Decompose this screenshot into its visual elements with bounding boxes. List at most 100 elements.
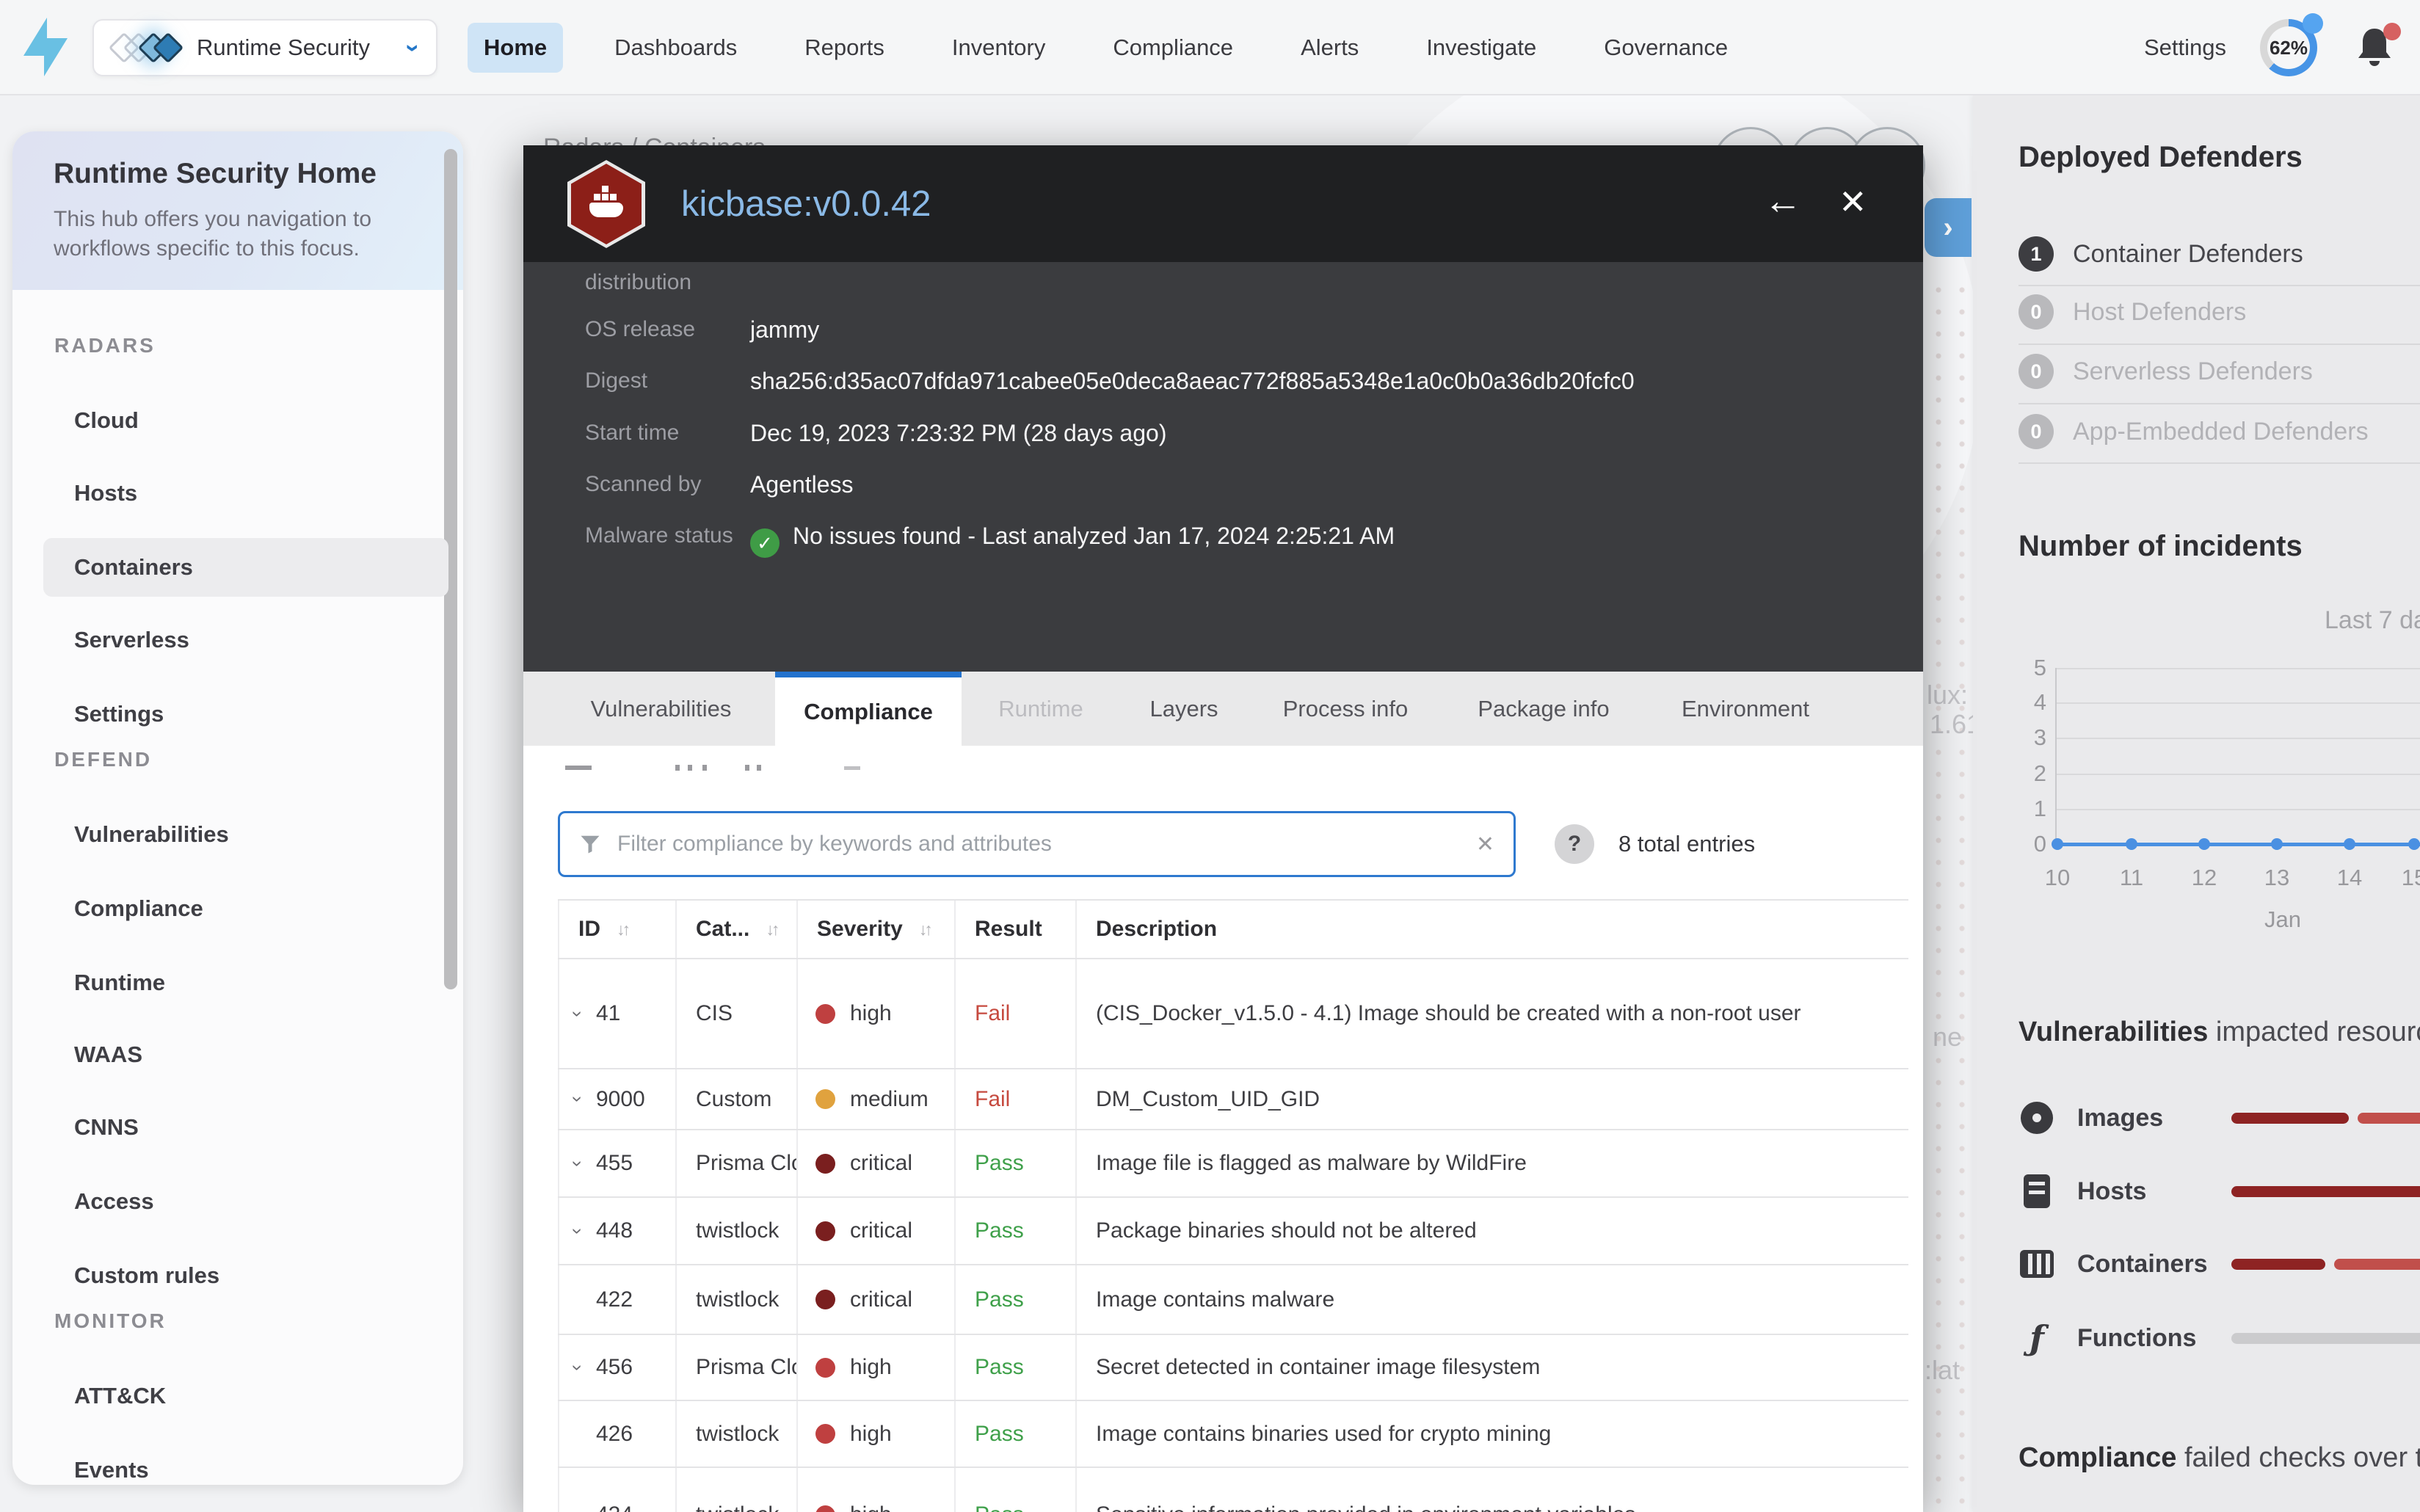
data-point[interactable] <box>2408 838 2420 850</box>
detail-label: Malware status <box>585 523 733 548</box>
image-icon <box>2019 1100 2055 1136</box>
data-point[interactable] <box>2198 838 2210 850</box>
image-details-section: distribution OS release jammy Digest sha… <box>523 262 1923 672</box>
divider <box>2019 344 2420 345</box>
count-badge: 1 <box>2019 236 2054 272</box>
impacted-row-hosts[interactable]: Hosts <box>2019 1173 2420 1210</box>
credits-progress-ring[interactable]: 62% <box>2260 13 2323 76</box>
nav-item-dashboards[interactable]: Dashboards <box>614 34 738 60</box>
focus-switcher-dropdown[interactable]: Runtime Security › <box>92 19 437 76</box>
tab-package-info[interactable]: Package info <box>1478 695 1610 722</box>
expand-chevron-icon[interactable]: › <box>567 1160 589 1167</box>
panel-expand-handle[interactable]: › <box>1925 198 1972 257</box>
sidebar-item-serverless[interactable]: Serverless <box>74 627 189 653</box>
divider <box>2019 285 2420 286</box>
sidebar-item-cnns[interactable]: CNNS <box>74 1114 139 1140</box>
sidebar-description: This hub offers you navigation to workfl… <box>54 207 372 261</box>
sort-icon[interactable]: ↓↑ <box>617 919 631 939</box>
table-row[interactable]: ›426 twistlock high Pass Image contains … <box>558 1401 1908 1468</box>
severity-dot-icon <box>815 1089 835 1109</box>
clear-filter-icon[interactable]: ✕ <box>1475 832 1494 857</box>
nav-item-inventory[interactable]: Inventory <box>951 34 1046 60</box>
nav-item-home[interactable]: Home <box>468 23 564 73</box>
sidebar-scrollbar[interactable] <box>444 149 457 989</box>
impacted-row-images[interactable]: Images <box>2019 1100 2420 1136</box>
table-row[interactable]: ›422 twistlock critical Pass Image conta… <box>558 1265 1908 1335</box>
chart-range-label: Last 7 days <box>2325 606 2420 634</box>
severity-dot-icon <box>815 1003 835 1024</box>
sort-icon[interactable]: ↓↑ <box>918 919 933 939</box>
clipped-bg-text: lux: <box>1927 680 1969 710</box>
image-details-modal: kicbase:v0.0.42 ← ✕ distribution OS rele… <box>523 145 1923 1512</box>
clipped-content <box>844 766 860 770</box>
detail-label: distribution <box>585 270 692 294</box>
dotted-pattern <box>1927 279 1971 1512</box>
nav-item-reports[interactable]: Reports <box>804 34 884 60</box>
tab-process-info[interactable]: Process info <box>1282 695 1409 722</box>
sidebar-item-access[interactable]: Access <box>74 1188 154 1214</box>
sidebar-item-runtime[interactable]: Runtime <box>74 970 165 995</box>
main-nav: Home Dashboards Reports Inventory Compli… <box>468 0 1744 95</box>
data-point[interactable] <box>2271 838 2283 850</box>
table-row[interactable]: ›424 twistlock high Pass Sensitive infor… <box>558 1468 1908 1512</box>
sidebar-item-containers[interactable]: Containers <box>43 538 448 597</box>
sidebar-item-vulnerabilities[interactable]: Vulnerabilities <box>74 821 229 847</box>
sidebar-item-hosts[interactable]: Hosts <box>74 480 138 506</box>
expand-chevron-icon[interactable]: › <box>567 1010 589 1017</box>
tab-runtime: Runtime <box>998 695 1083 722</box>
sidebar-item-events[interactable]: Events <box>74 1457 149 1483</box>
help-button[interactable]: ? <box>1555 824 1594 864</box>
sidebar-section-defend: DEFEND <box>54 748 153 771</box>
severity-dot-icon <box>815 1424 835 1444</box>
table-row[interactable]: › 9000 Custom medium Fail DM_Custom_UID_G… <box>558 1069 1908 1130</box>
sidebar-section-monitor: MONITOR <box>54 1309 167 1332</box>
check-circle-icon: ✓ <box>750 528 780 558</box>
result-badge: Pass <box>954 1130 1075 1196</box>
impacted-row-functions[interactable]: ƒ Functions <box>2019 1318 2420 1358</box>
table-row[interactable]: ›456 Prisma Cloud high Pass Secret detec… <box>558 1335 1908 1401</box>
settings-link[interactable]: Settings <box>2143 34 2226 60</box>
sidebar-item-waas[interactable]: WAAS <box>74 1042 142 1067</box>
expand-chevron-icon[interactable]: › <box>567 1096 589 1102</box>
result-badge: Pass <box>954 1335 1075 1400</box>
nav-item-governance[interactable]: Governance <box>1604 34 1729 60</box>
tab-vulnerabilities[interactable]: Vulnerabilities <box>590 695 732 722</box>
clipped-bg-text: ne <box>1933 1022 1963 1052</box>
tab-layers[interactable]: Layers <box>1149 695 1218 722</box>
data-point[interactable] <box>2344 838 2355 850</box>
sidebar-item-cloud[interactable]: Cloud <box>74 407 139 433</box>
nav-item-alerts[interactable]: Alerts <box>1301 34 1359 60</box>
count-badge: 0 <box>2019 414 2054 449</box>
data-point[interactable] <box>2052 838 2063 850</box>
tab-environment[interactable]: Environment <box>1681 695 1810 722</box>
impacted-row-containers[interactable]: Containers <box>2019 1246 2420 1282</box>
x-axis-label: Jan <box>2264 906 2301 932</box>
data-point[interactable] <box>2126 838 2137 850</box>
notifications-button[interactable] <box>2351 23 2401 71</box>
close-icon[interactable]: ✕ <box>1839 183 1867 221</box>
table-row[interactable]: › 41 CIS high Fail (CIS_Docker_v1.5.0 - 4… <box>558 959 1908 1069</box>
deployed-defenders-title: Deployed Defenders <box>2019 141 2303 173</box>
sort-icon[interactable]: ↓↑ <box>766 919 780 939</box>
expand-chevron-icon[interactable]: › <box>567 1364 589 1371</box>
progress-notification-dot <box>2303 13 2323 34</box>
detail-value: Agentless <box>750 471 854 498</box>
defender-row-containers[interactable]: 1 Container Defenders <box>2019 236 2303 272</box>
nav-item-compliance[interactable]: Compliance <box>1113 34 1234 60</box>
table-row[interactable]: › 448 twistlock critical Pass Package bin… <box>558 1198 1908 1265</box>
table-row[interactable]: ›455 Prisma Cloud critical Pass Image fi… <box>558 1130 1908 1198</box>
severity-dot-icon <box>815 1221 835 1241</box>
expand-chevron-icon[interactable]: › <box>567 1227 589 1235</box>
tab-compliance[interactable]: Compliance <box>775 672 962 746</box>
nav-item-investigate[interactable]: Investigate <box>1426 34 1537 60</box>
filter-input[interactable] <box>617 832 1476 857</box>
sidebar-item-settings[interactable]: Settings <box>74 701 164 727</box>
back-arrow-icon[interactable]: ← <box>1764 180 1802 222</box>
sidebar-item-compliance[interactable]: Compliance <box>74 895 203 921</box>
defender-row-hosts: 0 Host Defenders <box>2019 294 2246 330</box>
result-badge: Pass <box>954 1265 1075 1334</box>
sidebar-item-custom-rules[interactable]: Custom rules <box>74 1262 220 1288</box>
detail-label: Scanned by <box>585 472 702 496</box>
sidebar-item-attck[interactable]: ATT&CK <box>74 1383 167 1409</box>
bell-icon <box>2358 29 2391 66</box>
